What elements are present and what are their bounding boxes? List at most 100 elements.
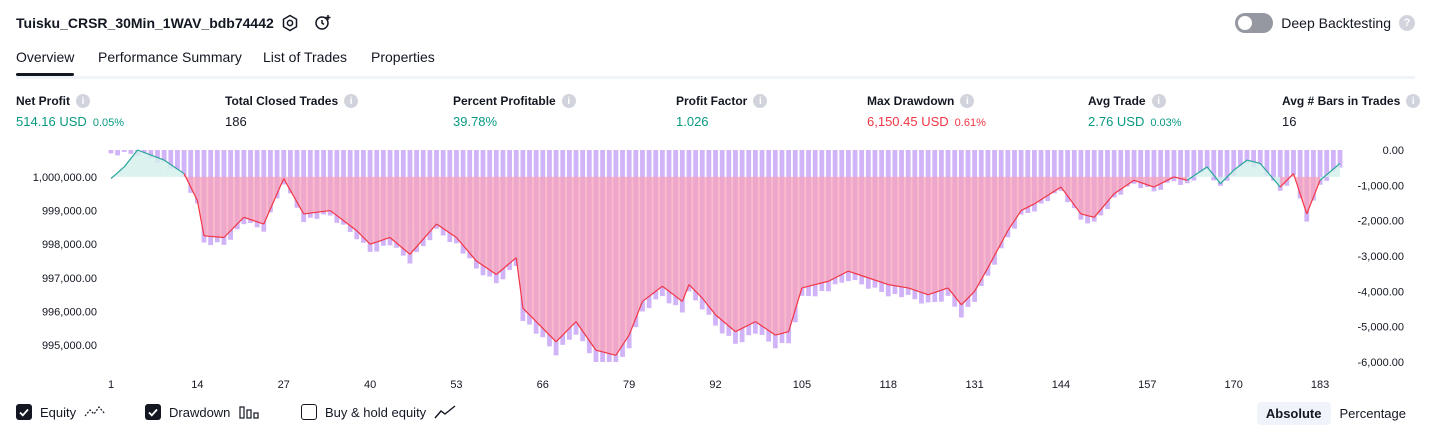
tab-list-of-trades[interactable]: List of Trades [263, 49, 348, 65]
equity-line-segment [1246, 159, 1261, 165]
equity-line-icon [84, 406, 106, 417]
equity-line-segment [987, 230, 1009, 269]
equity-fill-segment [642, 176, 663, 302]
equity-line-segment [163, 159, 185, 175]
equity-fill-segment [456, 176, 477, 262]
drawdown-bar [1158, 150, 1164, 190]
info-icon[interactable]: i [1406, 94, 1421, 108]
equity-fill-segment [137, 150, 165, 177]
drawdown-bar [1291, 150, 1296, 176]
drawdown-checkbox[interactable] [145, 404, 161, 420]
x-axis-tick-label: 170 [1225, 379, 1243, 391]
info-icon[interactable]: i [76, 94, 90, 108]
left-axis-tick-label: 1,000,000.00 [33, 172, 97, 184]
settings-icon[interactable] [280, 13, 300, 33]
equity-line-segment [1080, 213, 1095, 218]
equity-fill-segment [974, 176, 988, 292]
equity-line-segment [1133, 179, 1155, 188]
equity-fill-segment [888, 176, 909, 288]
metric-percent-profitable: Percent Profitable i 39.78% [453, 94, 576, 129]
equity-fill-segment [682, 176, 689, 302]
equity-line-segment [1219, 169, 1235, 185]
drawdown-bar [181, 150, 187, 177]
percentage-button[interactable]: Percentage [1339, 406, 1407, 421]
drawdown-bar [194, 150, 200, 204]
equity-line-segment [1113, 179, 1135, 195]
equity-label: Equity [40, 404, 77, 420]
scale-mode-switch: Absolute Percentage [1256, 402, 1415, 425]
info-icon[interactable]: i [1151, 94, 1166, 108]
equity-fill-segment [476, 176, 497, 275]
drawdown-toggle[interactable]: Drawdown [145, 404, 260, 420]
equity-fill-segment [735, 176, 756, 332]
drawdown-bar [1218, 150, 1223, 186]
x-axis-tick-label: 105 [793, 379, 811, 391]
drawdown-bar [1231, 150, 1237, 176]
drawdown-bar [1138, 150, 1144, 189]
equity-line-segment [409, 223, 437, 255]
info-icon[interactable]: i [960, 94, 975, 108]
metric-label: Avg # Bars in Trades [1282, 94, 1401, 108]
equity-fill-segment [801, 176, 816, 288]
drawdown-bar [1164, 150, 1170, 183]
equity-line-segment [701, 297, 717, 316]
drawdown-bar [1264, 150, 1270, 176]
equity-fill-segment [1246, 160, 1261, 177]
left-axis-tick-label: 995,000.00 [42, 340, 97, 352]
equity-line-segment [775, 331, 789, 336]
metric-profit-factor: Profit Factor i 1.026 [676, 94, 768, 129]
equity-line-segment [615, 334, 630, 356]
equity-fill-segment [197, 176, 205, 236]
equity-fill-segment [815, 176, 829, 285]
metric-label: Percent Profitable [453, 94, 556, 108]
metric-value: 186 [225, 114, 247, 129]
report-header: Tuisku_CRSR_30Min_1WAV_bdb74442 Deep Bac… [16, 13, 1415, 35]
drawdown-bar [1211, 150, 1217, 181]
drawdown-bar [1297, 150, 1303, 199]
equity-fill-segment [1114, 176, 1135, 194]
absolute-button[interactable]: Absolute [1256, 402, 1331, 425]
drawdown-bar [108, 150, 114, 154]
x-axis-tick-label: 144 [1052, 379, 1070, 391]
buyhold-toggle[interactable]: Buy & hold equity [301, 404, 456, 420]
deep-backtesting: Deep Backtesting ? [1235, 13, 1415, 33]
buyhold-checkbox[interactable] [301, 404, 317, 420]
deep-backtesting-toggle[interactable] [1235, 13, 1274, 33]
drawdown-bar [1065, 150, 1071, 203]
equity-drawdown-chart[interactable]: 1,000,000.00 999,000.00 998,000.00 997,000.… [0, 140, 1431, 392]
equity-line-segment [369, 236, 391, 245]
equity-fill-segment [662, 176, 683, 302]
equity-checkbox[interactable] [16, 404, 32, 420]
metric-percent: 0.03% [1150, 117, 1182, 129]
buyhold-label: Buy & hold equity [325, 404, 427, 420]
info-icon[interactable]: i [344, 94, 359, 108]
tab-overview[interactable]: Overview [16, 49, 75, 76]
equity-fill-segment [1007, 176, 1022, 231]
equity-fill-segment [542, 176, 557, 342]
tab-properties[interactable]: Properties [371, 49, 435, 65]
equity-line-segment [960, 290, 976, 306]
tab-performance-summary[interactable]: Performance Summary [98, 49, 242, 65]
equity-line-segment [137, 149, 165, 161]
snapshot-icon[interactable] [313, 13, 333, 33]
drawdown-bar [1284, 150, 1290, 186]
metric-value: 2.76 USD [1088, 114, 1145, 129]
equity-line-segment [1034, 186, 1062, 205]
info-icon[interactable]: i [753, 94, 768, 108]
help-icon[interactable]: ? [1399, 15, 1415, 31]
equity-fill-segment [755, 176, 776, 336]
drawdown-bar [141, 150, 147, 154]
metric-label: Profit Factor [676, 94, 748, 108]
drawdown-label: Drawdown [169, 404, 231, 420]
equity-toggle[interactable]: Equity [16, 404, 106, 420]
metric-value: 1.026 [676, 114, 709, 129]
x-axis-tick-label: 14 [191, 379, 203, 391]
metric-value: 6,150.45 USD [867, 114, 949, 129]
equity-line-segment [1233, 159, 1248, 171]
equity-line-segment [947, 287, 962, 306]
right-axis-tick-label: 0.00 [1383, 145, 1404, 157]
info-icon[interactable]: i [561, 94, 576, 108]
equity-fill-segment [204, 176, 224, 238]
equity-line-segment [356, 230, 371, 245]
equity-line-segment [263, 178, 285, 225]
